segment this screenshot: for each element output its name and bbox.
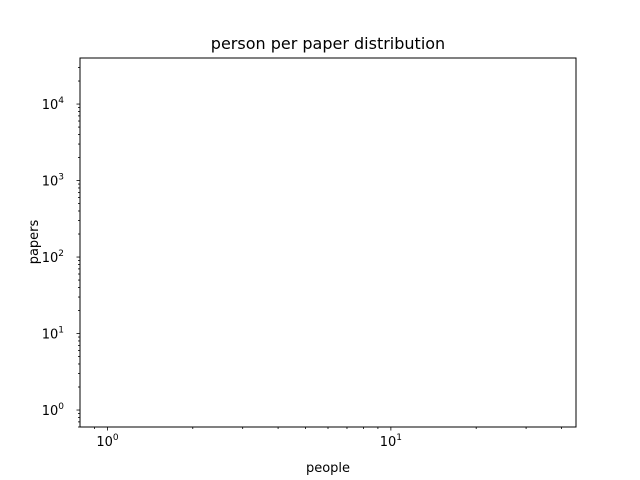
y-tick-label-base: 10 (42, 328, 59, 343)
y-tick-label-exponent: 1 (58, 326, 64, 336)
y-tick-label: 104 (42, 96, 65, 113)
chart-title: person per paper distribution (211, 34, 445, 53)
y-tick-label-base: 10 (42, 404, 59, 419)
y-tick-label-exponent: 4 (58, 96, 64, 106)
y-tick-label-base: 10 (42, 251, 59, 266)
y-tick-label: 100 (42, 402, 65, 419)
x-tick-label-exponent: 0 (113, 433, 119, 443)
y-tick-label: 101 (42, 326, 64, 343)
y-tick-label-base: 10 (42, 175, 59, 190)
x-tick-label-exponent: 1 (396, 433, 402, 443)
y-tick-label-exponent: 3 (58, 173, 64, 183)
y-tick-label-base: 10 (42, 98, 59, 113)
x-tick-label: 100 (96, 433, 119, 450)
x-axis-label: people (306, 461, 350, 476)
y-tick-label-exponent: 2 (58, 249, 64, 259)
x-tick-label-base: 10 (380, 435, 397, 450)
x-axis-ticks: 100 101 (94, 427, 562, 450)
y-tick-label-exponent: 0 (58, 402, 64, 412)
y-axis-label: papers (27, 219, 42, 264)
x-tick-label: 101 (380, 433, 402, 450)
y-tick-label: 103 (42, 173, 64, 190)
x-tick-label-base: 10 (96, 435, 113, 450)
y-tick-label: 102 (42, 249, 64, 266)
